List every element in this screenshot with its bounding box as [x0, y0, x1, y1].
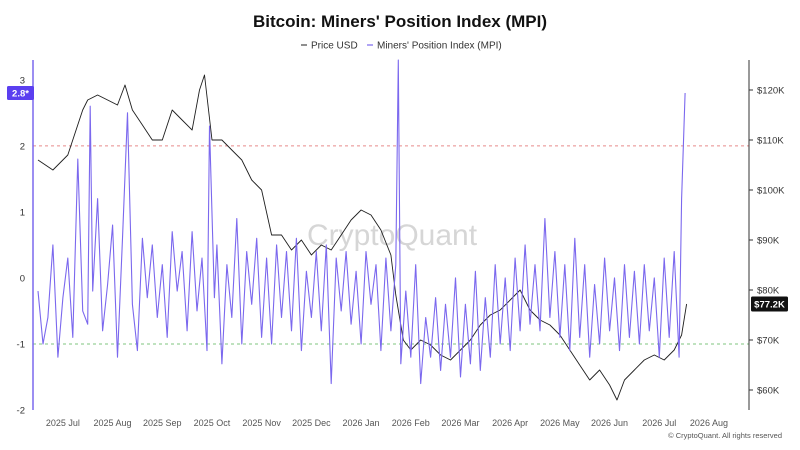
- legend-label-mpi: Miners' Position Index (MPI): [377, 41, 502, 52]
- x-tick-label: 2026 Mar: [441, 418, 479, 428]
- y-right-tick-label: $70K: [757, 336, 780, 347]
- copyright-notice: © CryptoQuant. All rights reserved: [668, 431, 782, 440]
- x-tick-label: 2025 Sep: [143, 418, 182, 428]
- x-tick-label: 2026 Apr: [492, 418, 528, 428]
- y-right-tick-label: $110K: [757, 136, 784, 147]
- x-tick-label: 2026 Jan: [343, 418, 380, 428]
- y-left-tick-label: 0: [20, 273, 25, 284]
- y-left-tick-label: 2: [20, 141, 25, 152]
- legend: Price USD Miners' Position Index (MPI): [301, 41, 502, 52]
- x-tick-label: 2026 May: [540, 418, 580, 428]
- plot-area: [33, 59, 749, 401]
- x-tick-label: 2025 Oct: [194, 418, 231, 428]
- y-left-tick-label: 1: [20, 207, 25, 218]
- x-tick-label: 2026 Jun: [591, 418, 628, 428]
- x-tick-label: 2025 Nov: [242, 418, 281, 428]
- y-right-tick-label: $80K: [757, 286, 780, 297]
- x-tick-label: 2026 Feb: [392, 418, 430, 428]
- y-left-tick-label: -2: [17, 406, 25, 417]
- x-tick-label: 2026 Jul: [642, 418, 676, 428]
- y-right-tick-label: $90K: [757, 236, 780, 247]
- series-line-mpi: [37, 59, 686, 385]
- x-tick-label: 2025 Jul: [46, 418, 80, 428]
- current-price-label: $77.2K: [754, 300, 785, 311]
- y-left-tick-label: 3: [20, 75, 25, 86]
- legend-label-price: Price USD: [311, 41, 358, 52]
- current-mpi-badge: [7, 86, 34, 101]
- x-tick-label: 2025 Aug: [94, 418, 132, 428]
- y-right-tick-label: $60K: [757, 386, 780, 397]
- y-left-tick-label: -1: [17, 339, 25, 350]
- y-right-tick-label: $120K: [757, 86, 785, 97]
- watermark: CryptoQuant: [307, 219, 478, 252]
- series-line-price: [37, 74, 688, 401]
- current-mpi-label: 2.8*: [12, 89, 29, 100]
- axes: 3 2 1 0 -1 -2 $120K $110K $100K $90K $80K $70K $60K 2…: [7, 60, 788, 428]
- chart-title: Bitcoin: Miners' Position Index (MPI): [253, 12, 547, 31]
- x-tick-label: 2025 Dec: [292, 418, 331, 428]
- current-price-badge: [751, 296, 788, 312]
- x-tick-label: 2026 Aug: [690, 418, 728, 428]
- y-right-tick-label: $100K: [757, 186, 785, 197]
